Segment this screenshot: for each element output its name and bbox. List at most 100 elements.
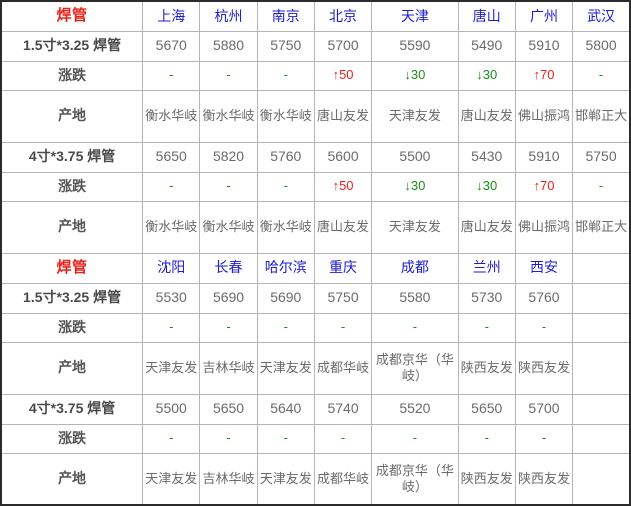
origin-cell: 衡水华岐 <box>256 89 315 143</box>
change-cell-flat: - <box>572 171 631 202</box>
price-row: 1.5寸*3.25 焊管 5530 5690 5690 5750 5580 5730 5760 <box>0 282 631 314</box>
spec-label: 1.5寸*3.25 焊管 <box>0 282 144 314</box>
change-cell-empty <box>572 423 631 454</box>
origin-cell: 唐山友发 <box>313 89 373 143</box>
origin-cell: 佛山振鸿 <box>514 89 574 143</box>
origin-cell: 陕西友发 <box>514 341 574 395</box>
origin-cell: 天津友发 <box>256 341 315 395</box>
origin-cell: 天津友发 <box>256 452 315 506</box>
origin-cell: 吉林华岐 <box>199 341 258 395</box>
change-cell-flat: - <box>256 312 315 343</box>
header-city-7: 武汉 <box>572 0 631 32</box>
price-cell: 5750 <box>572 141 631 173</box>
origin-cell: 衡水华岐 <box>199 200 258 254</box>
price-cell: 5700 <box>514 393 574 425</box>
header-city-4: 天津 <box>371 0 459 32</box>
origin-cell: 唐山友发 <box>457 89 516 143</box>
price-cell: 5820 <box>199 141 258 173</box>
price-cell: 5750 <box>256 30 315 62</box>
price-cell: 5750 <box>313 282 373 314</box>
price-cell: 5490 <box>457 30 516 62</box>
change-label: 涨跌 <box>0 312 144 343</box>
origin-cell: 吉林华岐 <box>199 452 258 506</box>
origin-label: 产地 <box>0 452 144 506</box>
header-city-6: 广州 <box>514 0 574 32</box>
price-cell: 5500 <box>371 141 459 173</box>
price-row: 4寸*3.75 焊管 5650 5820 5760 5600 5500 5430 5910 57… <box>0 141 631 173</box>
price-cell-empty <box>572 393 631 425</box>
header-city-1: 长春 <box>199 252 258 284</box>
change-cell-flat: - <box>457 312 516 343</box>
header-city-2: 南京 <box>256 0 315 32</box>
change-cell-flat: - <box>199 60 258 91</box>
origin-cell: 天津友发 <box>142 452 201 506</box>
change-cell-flat: - <box>457 423 516 454</box>
change-row: 涨跌 - - - ↑50 ↓30 ↓30 ↑70- <box>0 60 631 91</box>
header-title: 焊管 <box>0 252 144 284</box>
price-cell: 5530 <box>142 282 201 314</box>
header-city-0: 上海 <box>142 0 201 32</box>
change-cell-flat: - <box>256 423 315 454</box>
change-cell-flat: - <box>142 423 201 454</box>
spec-label: 1.5寸*3.25 焊管 <box>0 30 144 62</box>
price-row: 1.5寸*3.25 焊管 5670 5880 5750 5700 5590 5490 5910… <box>0 30 631 62</box>
price-cell: 5670 <box>142 30 201 62</box>
header-city-5: 唐山 <box>457 0 516 32</box>
change-cell-flat: - <box>371 423 459 454</box>
change-cell-flat: - <box>199 423 258 454</box>
price-cell: 5650 <box>142 141 201 173</box>
change-cell-down: ↓30 <box>371 171 459 202</box>
change-cell-down: ↓30 <box>457 60 516 91</box>
origin-cell: 天津友发 <box>371 89 459 143</box>
change-row: 涨跌 - - - ↑50 ↓30 ↓30 ↑70- <box>0 171 631 202</box>
origin-label: 产地 <box>0 341 144 395</box>
origin-cell: 成都京华（华岐） <box>371 452 459 506</box>
origin-cell: 陕西友发 <box>457 341 516 395</box>
origin-cell: 唐山友发 <box>313 200 373 254</box>
price-cell: 5740 <box>313 393 373 425</box>
header-city-3: 北京 <box>313 0 373 32</box>
header-cell-empty <box>572 252 631 284</box>
origin-cell: 衡水华岐 <box>142 200 201 254</box>
change-cell-flat: - <box>142 60 201 91</box>
origin-cell: 成都华岐 <box>313 452 373 506</box>
origin-cell: 佛山振鸿 <box>514 200 574 254</box>
change-cell-flat: - <box>572 60 631 91</box>
origin-row: 产地 天津友发 吉林华岐 天津友发 成都华岐 成都京华（华岐） 陕西友发 陕西友发 <box>0 341 631 395</box>
price-cell: 5700 <box>313 30 373 62</box>
origin-cell: 天津友发 <box>142 341 201 395</box>
price-cell: 5690 <box>256 282 315 314</box>
origin-label: 产地 <box>0 200 144 254</box>
origin-cell-empty <box>572 341 631 395</box>
header-city-0: 沈阳 <box>142 252 201 284</box>
change-row: 涨跌 - - - - - - - <box>0 312 631 343</box>
price-cell: 5760 <box>256 141 315 173</box>
change-cell-flat: - <box>313 423 373 454</box>
price-cell: 5640 <box>256 393 315 425</box>
price-cell: 5880 <box>199 30 258 62</box>
origin-cell-empty <box>572 452 631 506</box>
origin-cell: 唐山友发 <box>457 200 516 254</box>
change-cell-flat: - <box>142 171 201 202</box>
price-cell: 5580 <box>371 282 459 314</box>
header-city-5: 兰州 <box>457 252 516 284</box>
spec-label: 4寸*3.75 焊管 <box>0 393 144 425</box>
price-cell: 5430 <box>457 141 516 173</box>
price-cell: 5730 <box>457 282 516 314</box>
price-cell: 5690 <box>199 282 258 314</box>
price-cell: 5760 <box>514 282 574 314</box>
price-cell: 5590 <box>371 30 459 62</box>
header-city-3: 重庆 <box>313 252 373 284</box>
spec-label: 4寸*3.75 焊管 <box>0 141 144 173</box>
change-cell-up: ↑50 <box>313 60 373 91</box>
change-cell-flat: - <box>313 312 373 343</box>
change-cell-up: ↑70 <box>514 60 574 91</box>
origin-row: 产地 衡水华岐 衡水华岐 衡水华岐 唐山友发 天津友发 唐山友发 佛山振鸿 邯郸正大 <box>0 200 631 254</box>
origin-row: 产地 天津友发 吉林华岐 天津友发 成都华岐 成都京华（华岐） 陕西友发 陕西友发 <box>0 452 631 506</box>
change-row: 涨跌 - - - - - - - <box>0 423 631 454</box>
change-cell-up: ↑70 <box>514 171 574 202</box>
origin-cell: 陕西友发 <box>457 452 516 506</box>
change-label: 涨跌 <box>0 60 144 91</box>
change-cell-flat: - <box>256 60 315 91</box>
change-cell-flat: - <box>199 312 258 343</box>
